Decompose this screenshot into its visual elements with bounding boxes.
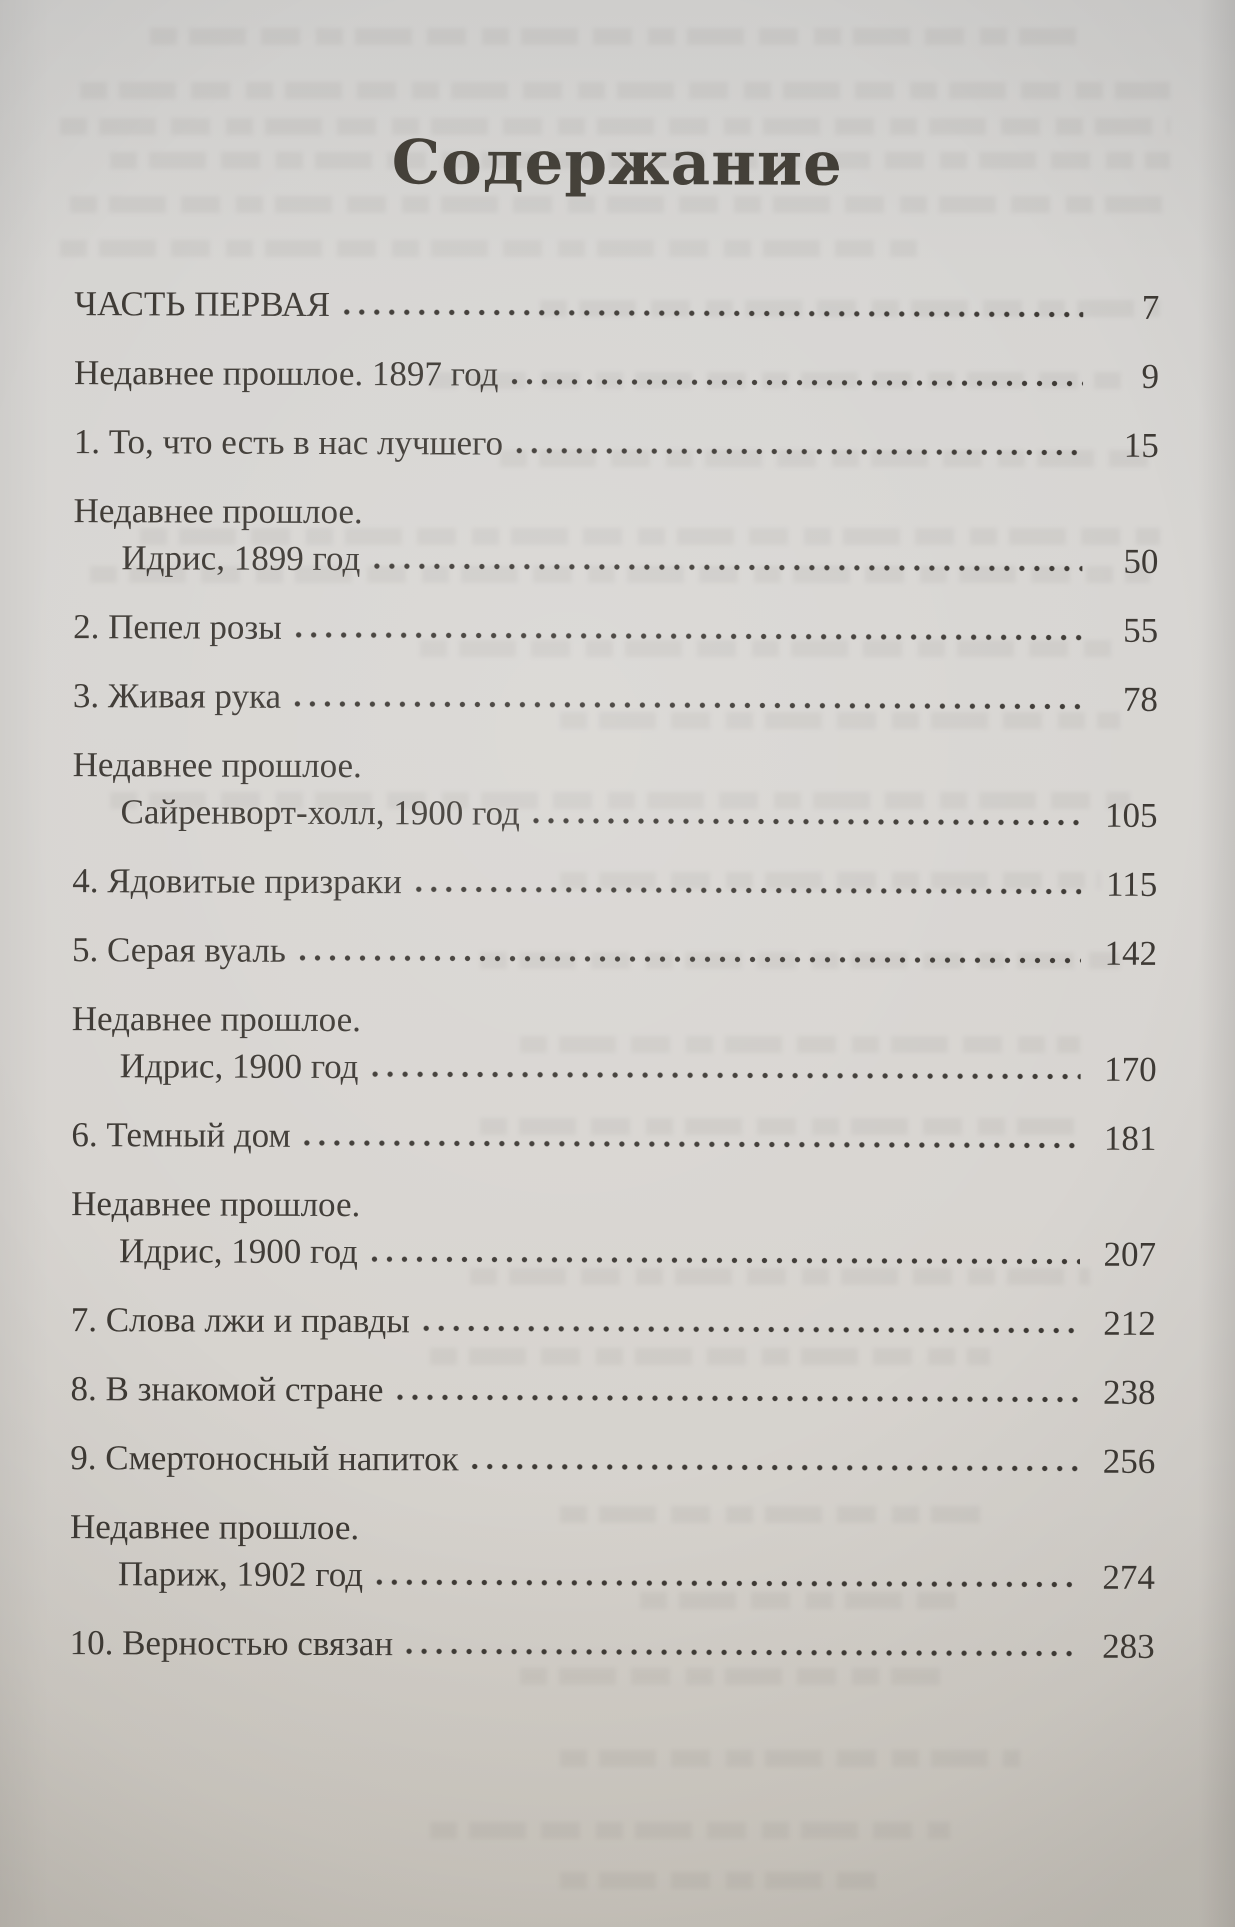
toc-entry: Идрис, 1899 год 50 — [73, 537, 1158, 583]
toc-entry-page: 105 — [1104, 795, 1158, 835]
toc-entry-label: Недавнее прошлое. 1897 год — [73, 353, 499, 394]
toc-entry-label: 1. То, что есть в нас лучшего — [73, 422, 504, 463]
toc-entry-label: 10. Верностью связан — [69, 1623, 394, 1664]
toc-entry-page: 274 — [1102, 1557, 1155, 1597]
toc-entry-page: 212 — [1103, 1303, 1156, 1343]
toc-entry-label: 5. Серая вуаль — [71, 930, 286, 970]
toc-entry-page: 170 — [1104, 1049, 1157, 1089]
toc-entry-page: 238 — [1102, 1372, 1156, 1412]
toc-entry: 1. То, что есть в нас лучшего 15 — [74, 421, 1159, 467]
toc-entry: 7. Слова лжи и правды 212 — [71, 1299, 1156, 1345]
toc-entry-page: 207 — [1103, 1234, 1157, 1274]
toc-entry-preline: Недавнее прошлое. — [71, 1184, 361, 1225]
dot-leader — [418, 1324, 1080, 1335]
toc-entry: 8. В знакомой стране 238 — [70, 1368, 1155, 1414]
toc-entry-group: Недавнее прошлое. Париж, 1902 год 274 — [70, 1506, 1155, 1599]
toc-entry-page: 50 — [1123, 541, 1159, 581]
toc-entry-label: 2. Пепел розы — [73, 607, 282, 647]
dot-leader — [507, 377, 1084, 388]
dot-leader — [372, 1578, 1079, 1589]
toc-entry-page: 55 — [1123, 610, 1159, 650]
toc-entry-page: 142 — [1104, 933, 1158, 973]
dot-leader — [299, 1138, 1081, 1150]
toc-entry: 4. Ядовитые призраки 115 — [72, 860, 1157, 906]
dot-leader — [366, 1255, 1080, 1266]
toc-entry-label: Париж, 1902 год — [117, 1554, 364, 1595]
dot-leader — [467, 1462, 1080, 1473]
toc-entry: 3. Живая рука 78 — [73, 675, 1158, 721]
dot-leader — [392, 1393, 1080, 1404]
toc-entry-label: Идрис, 1899 год — [121, 538, 361, 579]
toc-entry: ЧАСТЬ ПЕРВАЯ 7 — [74, 283, 1159, 329]
table-of-contents: ЧАСТЬ ПЕРВАЯ 7 Недавнее прошлое. 1897 го… — [70, 283, 1160, 1668]
toc-entry: 5. Серая вуаль 142 — [72, 929, 1157, 975]
toc-entry-preline: Недавнее прошлое. — [71, 999, 362, 1040]
toc-entry-group: Недавнее прошлое. Идрис, 1900 год 207 — [71, 1183, 1156, 1276]
toc-entry-label: Идрис, 1900 год — [118, 1231, 358, 1272]
toc-entry: Идрис, 1900 год 170 — [72, 1045, 1157, 1091]
dot-leader — [528, 816, 1082, 827]
toc-entry-page: 15 — [1123, 425, 1159, 465]
toc-entry: Идрис, 1900 год 207 — [71, 1230, 1156, 1276]
toc-entry-group: Недавнее прошлое. Идрис, 1899 год 50 — [73, 490, 1159, 583]
toc-entry-page: 7 — [1141, 287, 1160, 327]
page-title: Содержание — [391, 127, 844, 200]
toc-entry-preline: Недавнее прошлое. — [69, 1507, 360, 1548]
dot-leader — [367, 1070, 1081, 1081]
toc-entry-page: 78 — [1122, 679, 1158, 719]
dot-leader — [290, 630, 1083, 642]
dot-leader — [402, 1647, 1079, 1658]
toc-entry-page: 115 — [1106, 864, 1158, 904]
toc-entry: 10. Верностью связан 283 — [70, 1622, 1155, 1668]
toc-entry-preline: Недавнее прошлое. — [73, 491, 363, 532]
toc-entry-page: 181 — [1103, 1118, 1157, 1158]
toc-entry: Недавнее прошлое. 1897 год 9 — [74, 352, 1159, 398]
dot-leader — [338, 308, 1084, 319]
toc-entry-page: 256 — [1102, 1441, 1156, 1481]
toc-entry-group: Недавнее прошлое. Сайренворт-холл, 1900 … — [72, 744, 1158, 837]
toc-entry: 9. Смертоносный напиток 256 — [70, 1437, 1155, 1483]
toc-entry-label: 9. Смертоносный напиток — [70, 1438, 459, 1479]
toc-entry: Сайренворт-холл, 1900 год 105 — [72, 791, 1157, 837]
toc-entry-label: 3. Живая рука — [72, 676, 282, 716]
dot-leader — [369, 562, 1083, 573]
toc-entry-page: 9 — [1141, 356, 1160, 396]
toc-entry-label: 4. Ядовитые призраки — [72, 861, 402, 902]
toc-entry-preline: Недавнее прошлое. — [72, 745, 362, 786]
toc-entry-label: 7. Слова лжи и правды — [70, 1300, 410, 1341]
toc-entry-page: 283 — [1102, 1626, 1155, 1666]
toc-entry-label: Сайренворт-холл, 1900 год — [120, 792, 520, 833]
dot-leader — [294, 953, 1082, 965]
toc-entry: 2. Пепел розы 55 — [73, 606, 1158, 652]
toc-entry-label: Идрис, 1900 год — [119, 1046, 359, 1087]
toc-entry: 6. Темный дом 181 — [71, 1114, 1156, 1160]
toc-entry-label: 8. В знакомой стране — [70, 1369, 384, 1410]
dot-leader — [512, 446, 1083, 457]
toc-entry-label: ЧАСТЬ ПЕРВАЯ — [74, 284, 331, 324]
dot-leader — [289, 699, 1082, 711]
toc-entry-label: 6. Темный дом — [71, 1115, 291, 1155]
toc-entry-group: Недавнее прошлое. Идрис, 1900 год 170 — [72, 998, 1157, 1091]
toc-entry: Париж, 1902 год 274 — [70, 1553, 1155, 1599]
dot-leader — [410, 885, 1082, 896]
